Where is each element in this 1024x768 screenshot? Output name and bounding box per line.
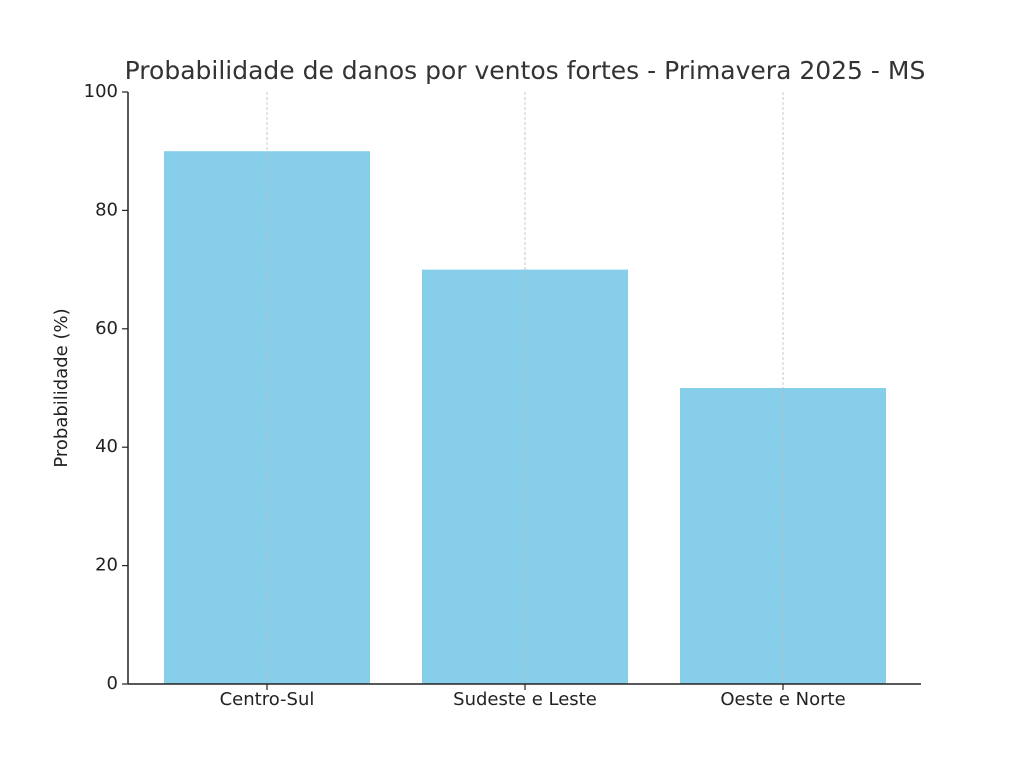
x-tick-label: Oeste e Norte <box>720 689 845 710</box>
y-tick-label: 0 <box>107 673 118 694</box>
y-tick-label: 60 <box>95 318 118 339</box>
y-tick-label: 40 <box>95 436 118 457</box>
y-tick-label: 20 <box>95 555 118 576</box>
chart-title: Probabilidade de danos por ventos fortes… <box>125 56 926 85</box>
x-tick-label: Centro-Sul <box>220 689 315 710</box>
y-axis-label: Probabilidade (%) <box>51 308 72 467</box>
y-tick-label: 100 <box>84 81 118 102</box>
y-tick-label: 80 <box>95 199 118 220</box>
x-tick-label: Sudeste e Leste <box>453 689 597 710</box>
bar <box>422 269 628 684</box>
